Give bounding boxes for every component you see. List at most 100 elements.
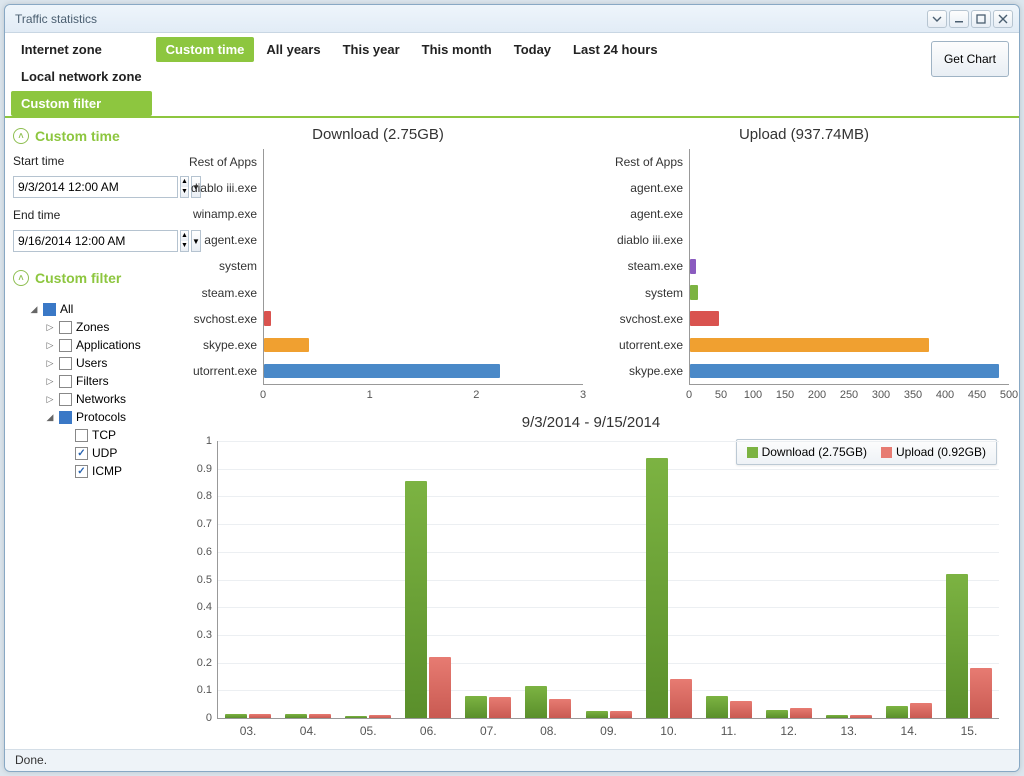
upload-bar bbox=[549, 699, 571, 718]
chart-xtick: 05. bbox=[360, 724, 377, 738]
chart-bar bbox=[264, 338, 309, 353]
dropdown-window-icon[interactable] bbox=[927, 10, 947, 28]
chart-xtick: 15. bbox=[961, 724, 978, 738]
expand-icon[interactable]: ▷ bbox=[45, 376, 55, 387]
checkbox-protocols[interactable] bbox=[59, 411, 72, 424]
minimize-button[interactable] bbox=[949, 10, 969, 28]
tree-item-users[interactable]: ▷Users bbox=[45, 354, 165, 372]
chart-ylabel: svchost.exe bbox=[599, 306, 689, 332]
tree-item-zones[interactable]: ▷Zones bbox=[45, 318, 165, 336]
gridline bbox=[218, 552, 999, 553]
top-charts-row: Download (2.75GB) Rest of Appsdiablo iii… bbox=[173, 126, 1009, 406]
tree-item-all[interactable]: ◢ All bbox=[29, 300, 165, 318]
checkbox-users[interactable] bbox=[59, 357, 72, 370]
checkbox-zones[interactable] bbox=[59, 321, 72, 334]
chart-ylabel: agent.exe bbox=[599, 201, 689, 227]
time-tabs: Custom timeAll yearsThis yearThis monthT… bbox=[156, 37, 668, 62]
zone-tab[interactable]: Local network zone bbox=[11, 64, 152, 89]
tree-item-filters[interactable]: ▷Filters bbox=[45, 372, 165, 390]
checkbox-icmp[interactable] bbox=[75, 465, 88, 478]
upload-bar bbox=[249, 714, 271, 718]
upload-bar bbox=[369, 715, 391, 718]
chart-bar bbox=[690, 364, 999, 379]
close-button[interactable] bbox=[993, 10, 1013, 28]
zone-tab[interactable]: Internet zone bbox=[11, 37, 152, 62]
chart-xtick: 13. bbox=[840, 724, 857, 738]
checkbox-tcp[interactable] bbox=[75, 429, 88, 442]
start-time-input[interactable] bbox=[13, 176, 178, 198]
chart-ylabel: skype.exe bbox=[173, 332, 263, 358]
chart-ytick: 0.7 bbox=[178, 518, 212, 530]
zone-tab[interactable]: Custom filter bbox=[11, 91, 152, 116]
chart-ylabel: agent.exe bbox=[173, 227, 263, 253]
checkbox-applications[interactable] bbox=[59, 339, 72, 352]
checkbox-filters[interactable] bbox=[59, 375, 72, 388]
end-time-input[interactable] bbox=[13, 230, 178, 252]
app-window: Traffic statistics Internet zoneLocal ne… bbox=[4, 4, 1020, 772]
upload-bar bbox=[970, 668, 992, 718]
expand-icon[interactable]: ▷ bbox=[45, 322, 55, 333]
tree-item-protocols[interactable]: ◢Protocols bbox=[45, 408, 165, 426]
time-tab[interactable]: This month bbox=[412, 37, 502, 62]
checkbox-networks[interactable] bbox=[59, 393, 72, 406]
chart-xtick: 14. bbox=[901, 724, 918, 738]
expand-icon[interactable]: ▷ bbox=[45, 340, 55, 351]
chart-xtick: 0 bbox=[260, 389, 266, 401]
content-area: ˄ Custom time Start time ▲▼ ▼ End time ▲… bbox=[5, 118, 1019, 749]
end-time-field: ▲▼ ▼ bbox=[13, 230, 165, 252]
chart-xtick: 06. bbox=[420, 724, 437, 738]
time-tab[interactable]: Today bbox=[504, 37, 561, 62]
chart-xtick: 03. bbox=[240, 724, 257, 738]
chart-xtick: 08. bbox=[540, 724, 557, 738]
download-bar bbox=[405, 481, 427, 718]
chart-xtick: 400 bbox=[936, 389, 954, 401]
tree-item-icmp[interactable]: ICMP bbox=[61, 462, 165, 480]
upload-bar bbox=[730, 701, 752, 718]
chart-ytick: 0.8 bbox=[178, 490, 212, 502]
chevron-up-icon: ˄ bbox=[13, 128, 29, 144]
chart-ylabel: svchost.exe bbox=[173, 306, 263, 332]
tree-item-tcp[interactable]: TCP bbox=[61, 426, 165, 444]
upload-bar bbox=[610, 711, 632, 718]
get-chart-button[interactable]: Get Chart bbox=[931, 41, 1009, 77]
expand-icon[interactable]: ▷ bbox=[45, 394, 55, 405]
chart-xtick: 300 bbox=[872, 389, 890, 401]
chart-bar bbox=[690, 285, 698, 300]
time-tab[interactable]: This year bbox=[333, 37, 410, 62]
chart-xtick: 50 bbox=[715, 389, 727, 401]
expand-icon[interactable]: ▷ bbox=[45, 358, 55, 369]
collapse-icon[interactable]: ◢ bbox=[29, 304, 39, 315]
custom-time-header[interactable]: ˄ Custom time bbox=[13, 128, 165, 144]
gridline bbox=[218, 441, 999, 442]
chart-ylabel: system bbox=[599, 280, 689, 306]
time-tab[interactable]: Last 24 hours bbox=[563, 37, 668, 62]
timeline-chart-title: 9/3/2014 - 9/15/2014 bbox=[173, 414, 1009, 431]
start-time-label: Start time bbox=[13, 154, 165, 168]
collapse-icon[interactable]: ◢ bbox=[45, 412, 55, 423]
checkbox-all[interactable] bbox=[43, 303, 56, 316]
download-bar bbox=[525, 686, 547, 718]
chart-bar bbox=[690, 338, 929, 353]
download-bar bbox=[646, 458, 668, 718]
tree-item-applications[interactable]: ▷Applications bbox=[45, 336, 165, 354]
checkbox-udp[interactable] bbox=[75, 447, 88, 460]
status-bar: Done. bbox=[5, 749, 1019, 771]
time-tab[interactable]: All years bbox=[256, 37, 330, 62]
timeline-chart: 9/3/2014 - 9/15/2014 Download (2.75GB) U… bbox=[173, 414, 1009, 745]
chart-bar bbox=[690, 311, 719, 326]
tree-item-networks[interactable]: ▷Networks bbox=[45, 390, 165, 408]
chevron-up-icon: ˄ bbox=[13, 270, 29, 286]
zone-tabs: Internet zoneLocal network zoneCustom fi… bbox=[11, 37, 152, 116]
custom-filter-header[interactable]: ˄ Custom filter bbox=[13, 270, 165, 286]
maximize-button[interactable] bbox=[971, 10, 991, 28]
download-bar bbox=[706, 696, 728, 718]
time-tab[interactable]: Custom time bbox=[156, 37, 255, 62]
chart-xtick: 250 bbox=[840, 389, 858, 401]
chart-ylabel: diablo iii.exe bbox=[599, 227, 689, 253]
upload-chart-plot bbox=[689, 149, 1009, 384]
download-chart: Download (2.75GB) Rest of Appsdiablo iii… bbox=[173, 126, 583, 406]
download-chart-title: Download (2.75GB) bbox=[173, 126, 583, 143]
chart-ytick: 0.5 bbox=[178, 574, 212, 586]
tree-item-udp[interactable]: UDP bbox=[61, 444, 165, 462]
chart-xtick: 150 bbox=[776, 389, 794, 401]
